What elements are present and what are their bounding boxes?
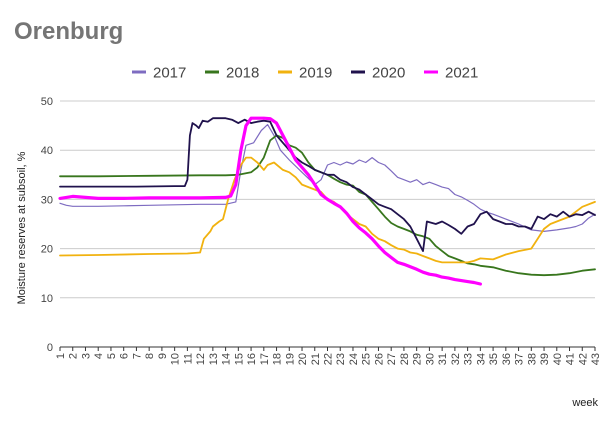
series-lines xyxy=(58,116,596,286)
legend-label-2021: 2021 xyxy=(445,65,478,82)
x-tick-label: 4 xyxy=(93,353,105,359)
y-tick-label: 10 xyxy=(41,293,53,305)
y-tick-label: 30 xyxy=(41,194,53,206)
y-axis-title: Moisture reserves at subsoil, % xyxy=(16,151,28,304)
x-tick-label: 37 xyxy=(514,353,526,365)
x-tick-label: 14 xyxy=(221,353,233,365)
legend-label-2019: 2019 xyxy=(299,65,332,82)
x-tick-label: 3 xyxy=(80,353,92,359)
x-axis-title: week xyxy=(571,397,598,409)
x-tick-label: 20 xyxy=(297,353,309,365)
y-tick-label: 50 xyxy=(41,96,53,108)
x-tick-label: 19 xyxy=(284,353,296,365)
x-tick-label: 28 xyxy=(399,353,411,365)
x-axis-ticks: 1 2 3 4 5 6 7 8 9 10 11 12 13 14 15 16 17 18 19 20 21 22 23 24 2… xyxy=(55,347,602,365)
y-axis-ticks: 0 10 20 30 40 50 xyxy=(41,96,53,354)
x-tick-label: 6 xyxy=(119,353,131,359)
x-tick-label: 21 xyxy=(310,353,322,365)
x-tick-label: 29 xyxy=(412,353,424,365)
legend-label-2017: 2017 xyxy=(153,65,186,82)
x-tick-label: 7 xyxy=(131,353,143,359)
x-tick-label: 40 xyxy=(552,353,564,365)
series-line-2021 xyxy=(58,116,482,286)
x-tick-label: 31 xyxy=(437,353,449,365)
y-tick-label: 20 xyxy=(41,244,53,256)
series-line-2020 xyxy=(59,117,596,252)
x-tick-label: 16 xyxy=(246,353,258,365)
x-tick-label: 24 xyxy=(348,353,360,365)
x-tick-label: 18 xyxy=(272,353,284,365)
x-tick-label: 12 xyxy=(195,353,207,365)
legend: 2017 2018 2019 2020 2021 xyxy=(132,65,478,82)
x-tick-label: 35 xyxy=(488,353,500,365)
x-tick-label: 30 xyxy=(424,353,436,365)
x-tick-label: 9 xyxy=(157,353,169,359)
x-tick-label: 8 xyxy=(144,353,156,359)
x-tick-label: 33 xyxy=(463,353,475,365)
legend-label-2018: 2018 xyxy=(226,65,259,82)
x-tick-label: 5 xyxy=(106,353,118,359)
x-tick-label: 17 xyxy=(259,353,271,365)
x-tick-label: 13 xyxy=(208,353,220,365)
chart-title: Orenburg xyxy=(14,18,124,45)
series-line-2019 xyxy=(59,156,596,264)
x-tick-label: 22 xyxy=(323,353,335,365)
x-tick-label: 26 xyxy=(373,353,385,365)
x-tick-label: 15 xyxy=(233,353,245,365)
series-line-2017 xyxy=(59,124,596,232)
x-tick-label: 41 xyxy=(565,353,577,365)
x-tick-label: 10 xyxy=(170,353,182,365)
legend-label-2020: 2020 xyxy=(372,65,405,82)
x-tick-label: 1 xyxy=(55,353,67,359)
x-tick-label: 39 xyxy=(539,353,551,365)
gridlines xyxy=(60,100,595,348)
x-tick-label: 38 xyxy=(526,353,538,365)
x-tick-label: 23 xyxy=(335,353,347,365)
y-tick-label: 40 xyxy=(41,145,53,157)
series-line-2018 xyxy=(59,134,596,277)
x-tick-label: 11 xyxy=(182,353,194,364)
x-tick-label: 27 xyxy=(386,353,398,365)
y-tick-label: 0 xyxy=(47,342,53,354)
x-tick-label: 36 xyxy=(501,353,513,365)
x-tick-label: 2 xyxy=(68,353,80,359)
x-tick-label: 43 xyxy=(590,353,602,365)
x-tick-label: 42 xyxy=(577,353,589,365)
x-tick-label: 32 xyxy=(450,353,462,365)
x-tick-label: 34 xyxy=(475,353,487,365)
x-tick-label: 25 xyxy=(361,353,373,365)
